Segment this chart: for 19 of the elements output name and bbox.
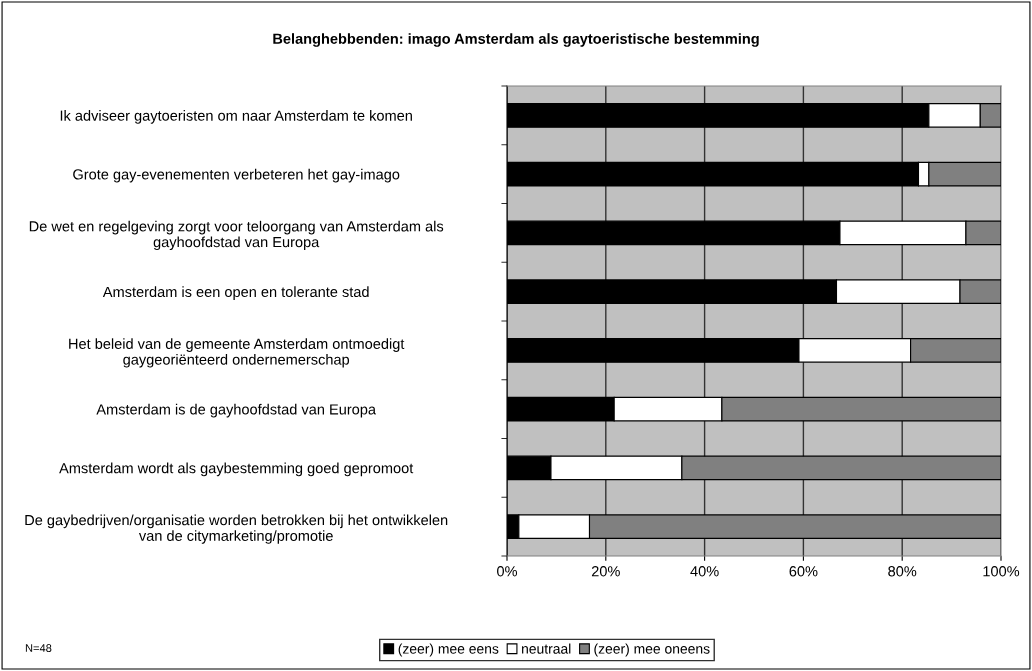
chart-title: Belanghebbenden: imago Amsterdam als gaytoeristische bestemming <box>273 33 759 47</box>
y-tick-label: De wet en regelgeving zorgt voor teloorgang van Amsterdam als gayhoofdstad van Europa <box>29 220 444 251</box>
legend-label: (zeer) mee oneens <box>594 643 710 657</box>
x-tick-label: 0% <box>497 566 518 577</box>
y-tick-label: Amsterdam is een open en tolerante stad <box>102 286 369 300</box>
x-tick-label: 80% <box>888 566 917 577</box>
y-tick-label: Het beleid van de gemeente Amsterdam ontmoedigt gaygeoriënteerd ondernemerschap <box>69 338 405 368</box>
x-tick-label: 60% <box>789 566 818 577</box>
y-tick-label: Amsterdam wordt als gaybestemming goed gepromoot <box>59 462 414 477</box>
x-tick-label: 20% <box>591 566 620 577</box>
y-tick-label: De gaybedrijven/organisatie worden betrokken bij het ontwikkelen van de citymarketing/promotie <box>25 514 448 544</box>
x-tick-label: 40% <box>690 566 719 577</box>
legend-label: (zeer) mee eens <box>398 643 499 657</box>
text: N=48 <box>25 644 52 652</box>
y-tick-label: Amsterdam is de gayhoofdstad van Europa <box>96 403 377 418</box>
legend-label: neutraal <box>522 643 571 654</box>
y-tick-label: Ik adviseer gaytoeristen om naar Amsterdam te komen <box>60 110 412 124</box>
x-tick-label: 100% <box>983 566 1020 577</box>
y-tick-label: Grote gay-evenementen verbeteren het gay-imago <box>73 168 400 183</box>
